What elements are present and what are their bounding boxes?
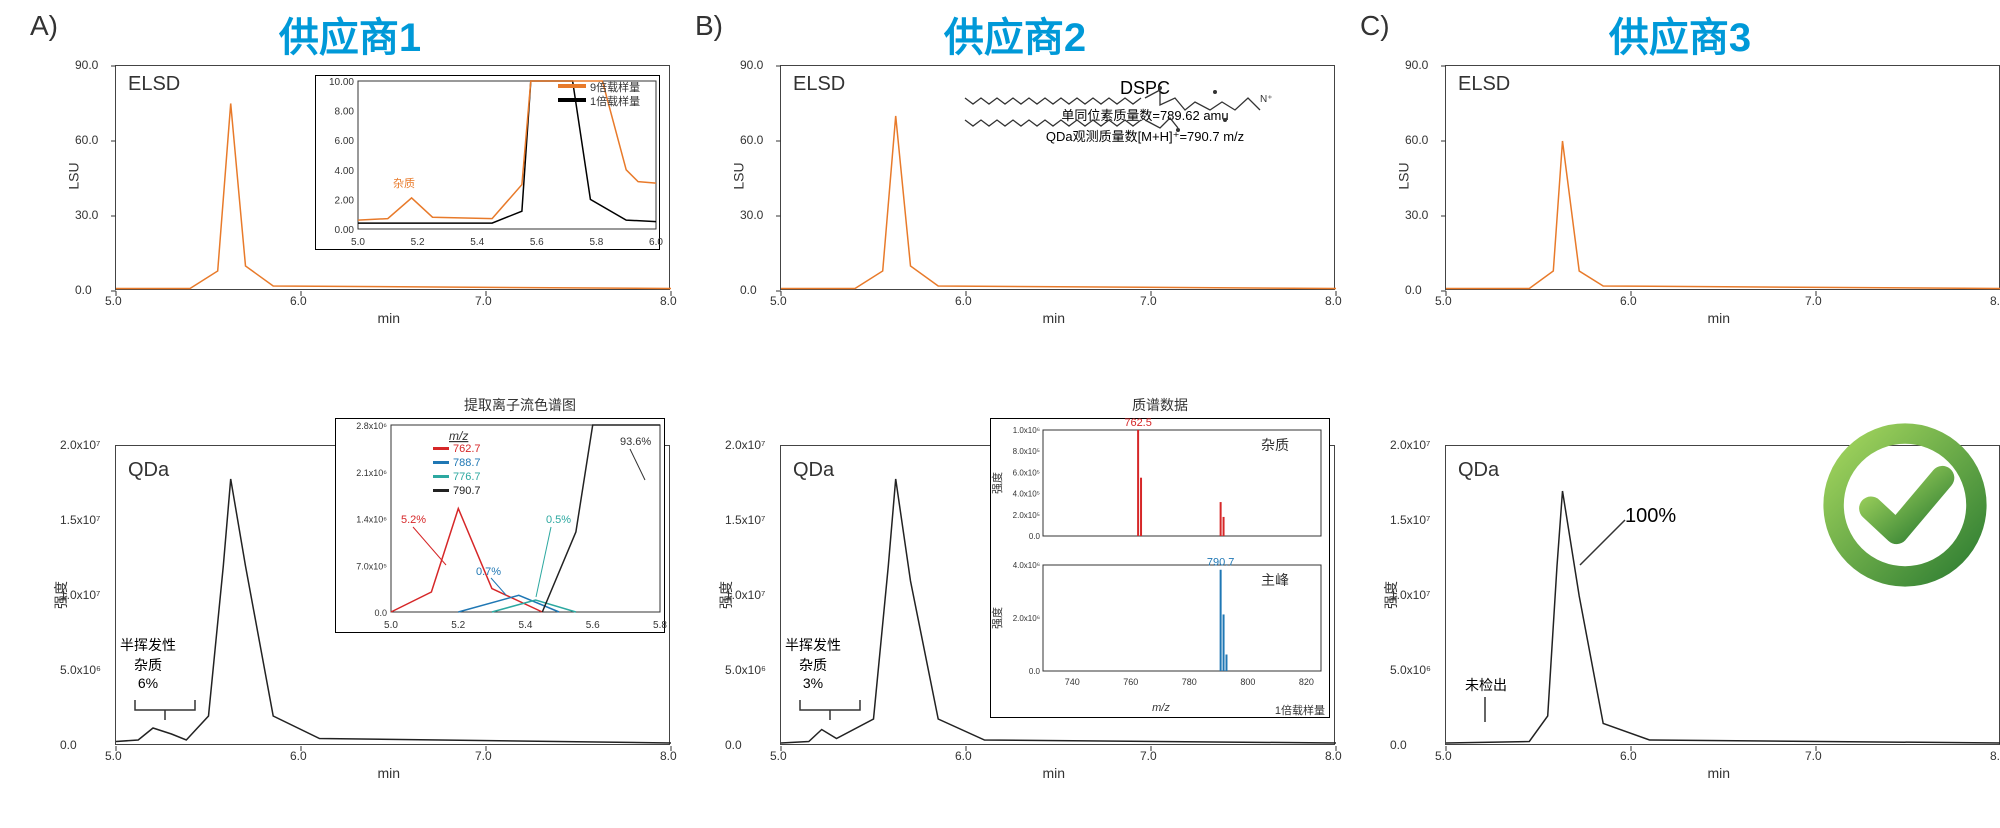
svg-text:5.6: 5.6: [586, 620, 600, 631]
svg-text:6.00: 6.00: [335, 136, 355, 147]
svg-text:QDa: QDa: [1458, 459, 1500, 481]
svg-text:0.7%: 0.7%: [476, 566, 501, 578]
impurity-label-b: 半挥发性 杂质 3%: [785, 635, 841, 691]
svg-text:N⁺: N⁺: [1260, 94, 1273, 105]
elsd-xlabel: min: [1708, 310, 1731, 326]
elsd-ylabel: LSU: [66, 162, 82, 189]
svg-text:5.2: 5.2: [451, 620, 465, 631]
svg-text:1.4x10⁶: 1.4x10⁶: [356, 515, 387, 525]
svg-text:760: 760: [1123, 677, 1138, 687]
svg-text:杂质: 杂质: [393, 177, 415, 190]
svg-text:4.0x10⁵: 4.0x10⁵: [1013, 490, 1040, 499]
svg-text:4.00: 4.00: [335, 166, 355, 177]
qda-xlabel: min: [1708, 765, 1731, 781]
svg-text:0.5%: 0.5%: [546, 514, 571, 526]
svg-text:m/z: m/z: [449, 429, 468, 443]
svg-text:788.7: 788.7: [453, 457, 481, 469]
svg-text:8.00: 8.00: [335, 107, 355, 118]
svg-text:QDa: QDa: [128, 459, 170, 481]
svg-text:5.0: 5.0: [384, 620, 398, 631]
dspc-structure: N⁺DSPC单同位素质量数=789.62 amuQDa观测质量数[M+H]⁺=7…: [960, 80, 1330, 145]
svg-text:m/z: m/z: [1152, 702, 1170, 714]
svg-text:ELSD: ELSD: [128, 73, 180, 95]
qda-xlabel: min: [378, 765, 401, 781]
svg-text:QDa: QDa: [793, 459, 835, 481]
svg-text:6.0x10⁵: 6.0x10⁵: [1013, 468, 1040, 477]
figure-root: A) 供应商1 B) 供应商2 C) 供应商3 ELSD ELSD ELSD Q…: [0, 0, 2000, 828]
svg-text:6.0: 6.0: [649, 237, 663, 248]
inset-a-qda: 0.0 7.0x10⁵ 1.4x10⁶ 2.1x10⁶ 2.8x10⁶ 5.0 5.2 5.4…: [335, 418, 665, 633]
svg-text:5.4: 5.4: [470, 237, 484, 248]
elsd-xlabel: min: [1043, 310, 1066, 326]
svg-text:5.8: 5.8: [589, 237, 603, 248]
svg-text:主峰: 主峰: [1261, 572, 1289, 588]
svg-text:9倍载样量: 9倍载样量: [590, 80, 640, 94]
svg-text:杂质: 杂质: [1261, 437, 1289, 453]
supplier-title-1: 供应商1: [30, 5, 670, 63]
elsd-ylabel: LSU: [1396, 162, 1412, 189]
svg-text:2.1x10⁶: 2.1x10⁶: [356, 468, 387, 478]
svg-text:0.0: 0.0: [1029, 667, 1041, 676]
impurity-label-a: 半挥发性 杂质 6%: [120, 635, 176, 691]
elsd-xlabel: min: [378, 310, 401, 326]
impurity-label-c: 未检出: [1465, 675, 1507, 695]
svg-text:5.0: 5.0: [351, 237, 365, 248]
svg-text:4.0x10⁶: 4.0x10⁶: [1013, 561, 1040, 570]
svg-text:762.7: 762.7: [453, 443, 481, 455]
svg-text:762.5: 762.5: [1124, 417, 1152, 429]
svg-text:790.7: 790.7: [453, 485, 481, 497]
elsd-ylabel: LSU: [731, 162, 747, 189]
svg-text:790.7: 790.7: [1207, 557, 1235, 569]
svg-text:780: 780: [1182, 677, 1197, 687]
svg-text:1倍载样量: 1倍载样量: [590, 94, 640, 108]
inset-b-qda: 0.0 2.0x10⁵ 4.0x10⁵ 6.0x10⁵ 8.0x10⁵ 1.0x10⁶ 强度…: [990, 418, 1330, 718]
svg-text:ELSD: ELSD: [793, 73, 845, 95]
svg-text:1倍载样量: 1倍载样量: [1275, 703, 1325, 717]
svg-text:0.0: 0.0: [1029, 532, 1041, 541]
svg-text:5.2%: 5.2%: [401, 514, 426, 526]
svg-text:93.6%: 93.6%: [620, 436, 651, 448]
inset-b-qda-title: 质谱数据: [1020, 395, 1300, 415]
svg-text:10.00: 10.00: [329, 77, 354, 88]
svg-text:5.6: 5.6: [530, 237, 544, 248]
svg-text:强度: 强度: [990, 472, 1004, 494]
svg-text:776.7: 776.7: [453, 471, 481, 483]
svg-text:740: 740: [1065, 677, 1080, 687]
svg-text:2.00: 2.00: [335, 195, 355, 206]
svg-text:5.8: 5.8: [653, 620, 667, 631]
inset-a-qda-title: 提取离子流色谱图: [380, 395, 660, 415]
svg-text:8.0x10⁵: 8.0x10⁵: [1013, 447, 1040, 456]
svg-text:ELSD: ELSD: [1458, 73, 1510, 95]
svg-text:0.00: 0.00: [335, 225, 355, 236]
svg-text:2.0x10⁵: 2.0x10⁵: [1013, 511, 1040, 520]
svg-text:强度: 强度: [990, 607, 1004, 629]
inset-a-elsd: 0.00 2.00 4.00 6.00 8.00 10.00 5.0 5.2 5.4 5.6 5.8…: [315, 75, 660, 250]
qda-xlabel: min: [1043, 765, 1066, 781]
svg-text:5.2: 5.2: [411, 237, 425, 248]
svg-text:1.0x10⁶: 1.0x10⁶: [1013, 426, 1040, 435]
svg-text:820: 820: [1299, 677, 1314, 687]
svg-text:2.0x10⁶: 2.0x10⁶: [1013, 614, 1040, 623]
supplier-title-2: 供应商2: [695, 5, 1335, 63]
svg-text:0.0: 0.0: [374, 608, 387, 618]
svg-text:5.4: 5.4: [519, 620, 533, 631]
supplier-title-3: 供应商3: [1360, 5, 2000, 63]
svg-text:7.0x10⁵: 7.0x10⁵: [356, 561, 387, 571]
svg-text:2.8x10⁶: 2.8x10⁶: [356, 421, 387, 431]
svg-text:800: 800: [1240, 677, 1255, 687]
elsd-chart-c: ELSD: [1445, 65, 2000, 290]
